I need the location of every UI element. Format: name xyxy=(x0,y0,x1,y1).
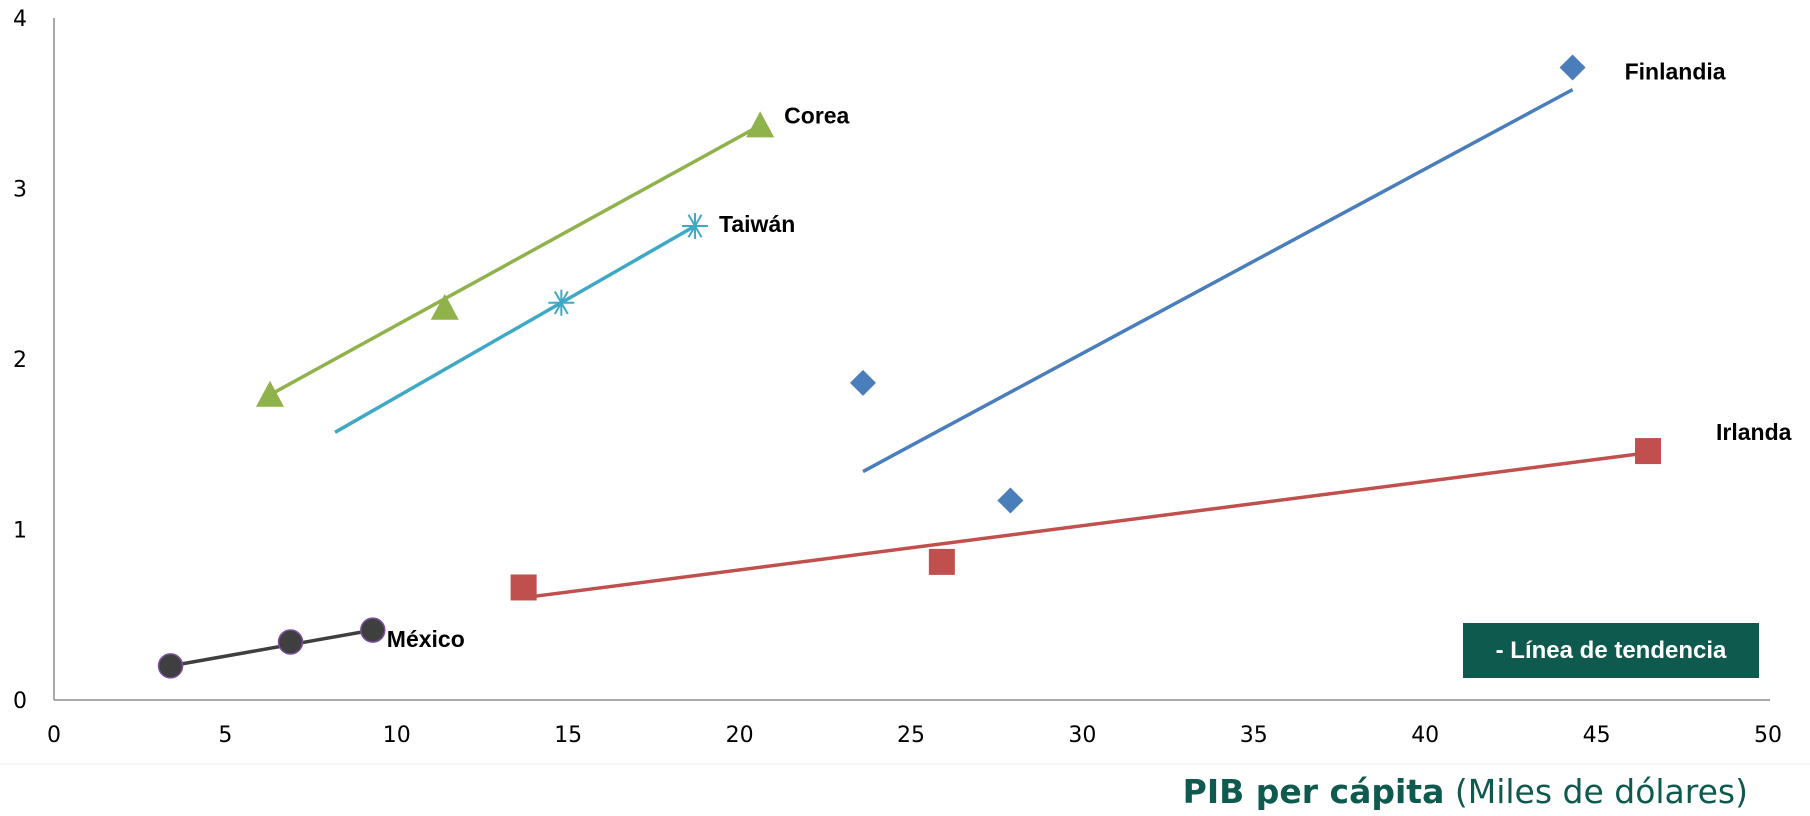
x-tick-label: 15 xyxy=(554,723,582,748)
legend-trendline: - Línea de tendencia xyxy=(1463,623,1759,678)
irlanda-point xyxy=(1635,438,1662,465)
finlandia-point xyxy=(850,369,877,396)
corea-point xyxy=(255,380,284,407)
finlandia-label: Finlandia xyxy=(1625,58,1726,84)
x-tick-label: 5 xyxy=(218,723,232,748)
x-tick-label: 20 xyxy=(726,723,754,748)
x-tick-label: 25 xyxy=(897,723,925,748)
y-tick-label: 0 xyxy=(13,689,27,714)
x-tick-label: 40 xyxy=(1411,723,1439,748)
mexico-trend-line xyxy=(170,628,374,668)
x-tick-label: 45 xyxy=(1583,723,1611,748)
x-axis-title-units: (Miles de dólares) xyxy=(1454,772,1748,811)
x-tick-label: 35 xyxy=(1240,723,1268,748)
irlanda-point xyxy=(928,548,955,575)
taiwan-point xyxy=(548,289,575,316)
series-labels: México Corea Taiwán Finlandia Irlanda xyxy=(387,58,1792,652)
y-tick-label: 1 xyxy=(13,519,27,544)
finlandia-trend-line xyxy=(862,88,1574,474)
y-tick-label: 2 xyxy=(13,348,27,373)
irlanda-label: Irlanda xyxy=(1716,419,1792,445)
y-tick-label: 4 xyxy=(13,7,27,32)
trend-lines xyxy=(170,88,1649,668)
mexico-point xyxy=(277,629,304,655)
y-tick-label: 3 xyxy=(13,178,27,203)
y-tick-labels: 0 1 2 3 4 xyxy=(13,7,27,714)
corea-trend-line xyxy=(269,123,762,397)
mexico-point xyxy=(157,653,184,679)
x-tick-label: 50 xyxy=(1754,723,1782,748)
mexico-point xyxy=(360,617,386,643)
finlandia-point xyxy=(1559,54,1586,81)
irlanda-trend-line xyxy=(523,451,1649,600)
x-tick-label: 30 xyxy=(1068,723,1096,748)
corea-point xyxy=(746,111,775,138)
x-axis-title-main: PIB per cápita xyxy=(1182,772,1445,811)
x-tick-label: 10 xyxy=(383,723,411,748)
corea-label: Corea xyxy=(784,102,849,128)
corea-point xyxy=(430,293,459,320)
data-markers xyxy=(157,54,1662,679)
taiwan-trend-line xyxy=(334,224,696,434)
taiwan-point xyxy=(682,213,709,240)
x-axis-title: PIB per cápita (Miles de dólares) xyxy=(1183,772,1748,811)
irlanda-point xyxy=(510,574,537,601)
x-tick-labels: 0 5 10 15 20 25 30 35 40 45 50 xyxy=(47,723,1782,748)
x-tick-label: 0 xyxy=(47,723,61,748)
taiwan-label: Taiwán xyxy=(719,211,795,237)
mexico-label: México xyxy=(387,626,465,652)
finlandia-point xyxy=(997,487,1024,514)
